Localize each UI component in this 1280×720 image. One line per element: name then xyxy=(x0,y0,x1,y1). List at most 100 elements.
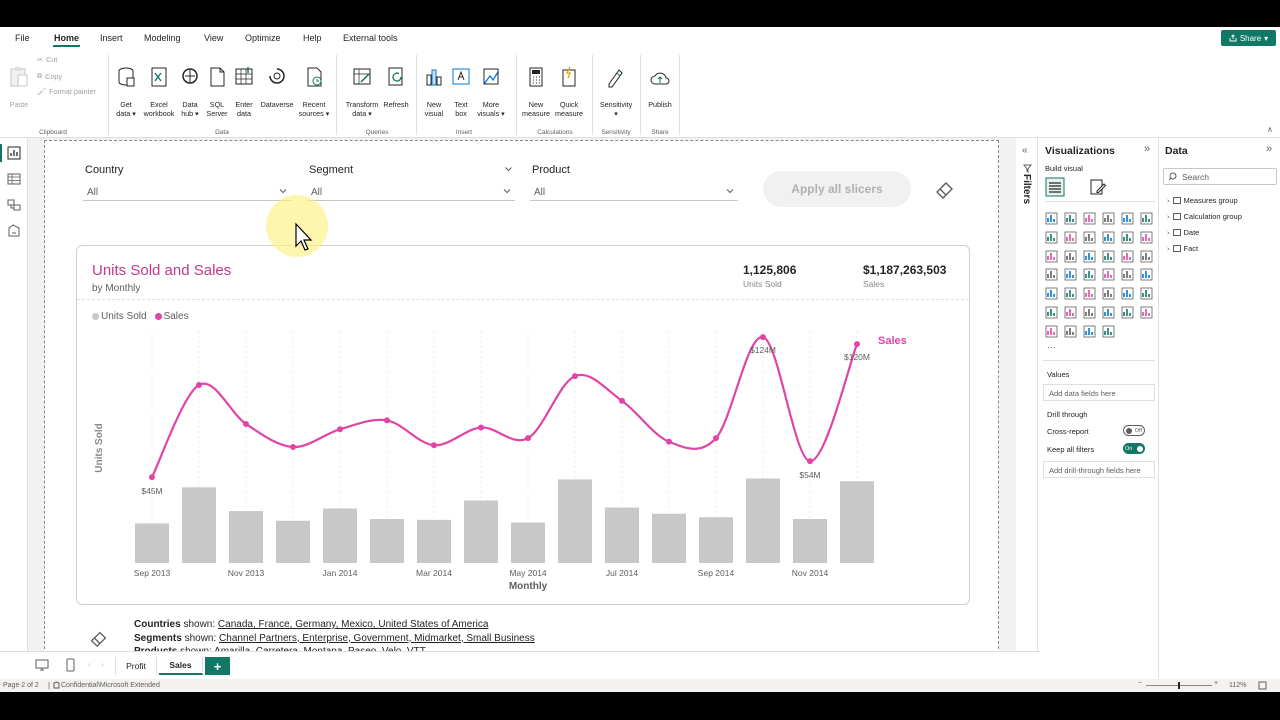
stacked-area-visual-icon[interactable] xyxy=(1083,231,1096,244)
clustered-bar-visual-icon[interactable] xyxy=(1083,212,1096,225)
mobile-layout-icon[interactable] xyxy=(66,658,75,672)
r-visual-visual-icon[interactable] xyxy=(1140,287,1153,300)
treemap-visual-icon[interactable] xyxy=(1140,250,1153,263)
zoom-in-icon[interactable]: + xyxy=(1214,680,1219,687)
menu-insert[interactable]: Insert xyxy=(100,33,123,43)
report-view-icon[interactable] xyxy=(7,146,21,160)
countries-list[interactable]: Canada, France, Germany, Mexico, United … xyxy=(217,619,489,630)
recent-sources-button[interactable]: Recent sources ▾ xyxy=(296,57,332,118)
ribbon-visual-icon[interactable] xyxy=(1102,231,1115,244)
legend-item-sales[interactable]: Sales xyxy=(154,311,189,322)
menu-home[interactable]: Home xyxy=(54,33,80,43)
python-visual-icon[interactable] xyxy=(1045,306,1058,319)
tree-item-date[interactable]: › Date xyxy=(1167,228,1199,237)
menu-modeling[interactable]: Modeling xyxy=(144,33,181,43)
scatter-visual-icon[interactable] xyxy=(1045,250,1058,263)
cut-button[interactable]: ✂ Cut xyxy=(37,55,57,64)
copy-button[interactable]: ⧉ Copy xyxy=(37,71,62,81)
combo-chart[interactable]: $45M $124M $54M $120M Sales Sep 2013 Nov 2013 J… xyxy=(77,246,969,604)
keep-all-filters-toggle[interactable]: On xyxy=(1123,443,1145,454)
add-page-button[interactable]: + xyxy=(205,657,230,675)
fit-to-page-icon[interactable] xyxy=(1258,681,1267,690)
paginated-visual-icon[interactable] xyxy=(1140,306,1153,319)
shape-map-visual-icon[interactable] xyxy=(1083,268,1096,281)
power-apps-visual-icon[interactable] xyxy=(1064,325,1077,338)
dax-query-view-icon[interactable] xyxy=(7,224,21,238)
donut-visual-icon[interactable] xyxy=(1121,250,1134,263)
slicer-visual-icon[interactable] xyxy=(1083,287,1096,300)
pie-visual-icon[interactable] xyxy=(1102,250,1115,263)
collapse-pane-icon[interactable]: » xyxy=(1144,143,1151,155)
enter-data-button[interactable]: Enter data xyxy=(231,57,257,118)
metrics-visual-icon[interactable] xyxy=(1045,325,1058,338)
tab-sales[interactable]: Sales xyxy=(159,657,203,675)
ribbon-collapse-icon[interactable]: ∧ xyxy=(1267,125,1273,134)
line-visual-icon[interactable] xyxy=(1045,231,1058,244)
kpi-visual-icon[interactable] xyxy=(1064,287,1077,300)
table-view-icon[interactable] xyxy=(7,172,21,186)
menu-help[interactable]: Help xyxy=(303,33,322,43)
cross-report-toggle[interactable]: Off xyxy=(1123,425,1145,436)
refresh-button[interactable]: Refresh xyxy=(381,57,411,109)
line-column-visual-icon[interactable] xyxy=(1140,231,1153,244)
more-visuals-button[interactable]: More visuals ▾ xyxy=(474,57,508,118)
transform-data-button[interactable]: Transform data ▾ xyxy=(342,57,382,118)
funnel-visual-icon[interactable] xyxy=(1064,250,1077,263)
text-box-button[interactable]: Text box xyxy=(448,57,474,118)
map-visual-icon[interactable] xyxy=(1045,268,1058,281)
qa-visual-icon[interactable] xyxy=(1102,306,1115,319)
paste-button[interactable]: Paste xyxy=(6,57,32,109)
data-search-input[interactable]: Search xyxy=(1163,168,1277,185)
prev-page-icon[interactable]: ‹ xyxy=(88,660,91,669)
azure-map-visual-icon[interactable] xyxy=(1102,268,1115,281)
area-visual-icon[interactable] xyxy=(1064,231,1077,244)
zoom-slider-thumb[interactable] xyxy=(1178,682,1180,689)
table-visual-icon[interactable] xyxy=(1102,287,1115,300)
model-view-icon[interactable] xyxy=(7,198,21,212)
100-column-visual-icon[interactable] xyxy=(1140,212,1153,225)
expand-filters-icon[interactable]: « xyxy=(1022,145,1028,156)
product-slicer-dropdown[interactable]: All xyxy=(530,183,738,201)
format-visual-icon[interactable] xyxy=(1089,178,1107,196)
multi-card-visual-icon[interactable] xyxy=(1045,287,1058,300)
chevron-down-icon[interactable] xyxy=(504,165,513,173)
publish-button[interactable]: Publish xyxy=(644,57,676,109)
menu-optimize[interactable]: Optimize xyxy=(245,33,281,43)
format-painter-button[interactable]: 🖌 Format painter xyxy=(37,87,96,96)
values-field-well[interactable]: Add data fields here xyxy=(1043,384,1155,401)
more-visual-icon[interactable] xyxy=(1102,325,1115,338)
dataverse-button[interactable]: Dataverse xyxy=(257,57,297,109)
menu-external-tools[interactable]: External tools xyxy=(343,33,398,43)
apply-all-slicers-button[interactable]: Apply all slicers xyxy=(763,171,911,207)
tree-item-fact[interactable]: › Fact xyxy=(1167,244,1198,253)
100-bar-visual-icon[interactable] xyxy=(1121,212,1134,225)
units-sales-chart-card[interactable]: Units Sold and Sales by Monthly 1,125,80… xyxy=(76,245,970,605)
share-button[interactable]: Share ▾ xyxy=(1221,30,1276,46)
next-page-icon[interactable]: › xyxy=(101,660,104,669)
matrix-visual-icon[interactable] xyxy=(1121,287,1134,300)
clustered-column-visual-icon[interactable] xyxy=(1102,212,1115,225)
gauge-visual-icon[interactable] xyxy=(1121,268,1134,281)
power-automate-visual-icon[interactable] xyxy=(1083,325,1096,338)
filled-map-visual-icon[interactable] xyxy=(1064,268,1077,281)
zoom-out-icon[interactable]: − xyxy=(1138,680,1143,687)
new-visual-button[interactable]: New visual xyxy=(420,57,448,118)
new-measure-button[interactable]: New measure xyxy=(519,57,553,118)
smart-narrative-visual-icon[interactable] xyxy=(1121,306,1134,319)
sensitivity-button[interactable]: Sensitivity ▾ xyxy=(595,57,637,118)
card-visual-icon[interactable] xyxy=(1140,268,1153,281)
tree-item-calculation-group[interactable]: › Calculation group xyxy=(1167,212,1242,221)
menu-file[interactable]: File xyxy=(15,33,30,43)
eraser-icon[interactable] xyxy=(88,627,110,649)
filters-pane[interactable]: « Filters xyxy=(1016,138,1038,678)
sensitivity-status[interactable]: Confidential\Microsoft Extended xyxy=(61,682,160,689)
waterfall-visual-icon[interactable] xyxy=(1121,231,1134,244)
segment-slicer-dropdown[interactable]: All xyxy=(307,183,515,201)
key-influencers-visual-icon[interactable] xyxy=(1064,306,1077,319)
clear-slicers-eraser-icon[interactable] xyxy=(933,177,957,201)
stacked-bar-visual-icon[interactable] xyxy=(1045,212,1058,225)
collapse-pane-icon[interactable]: » xyxy=(1266,143,1273,155)
legend-item-units-sold[interactable]: Units Sold xyxy=(92,311,147,322)
stacked-column-visual-icon[interactable] xyxy=(1064,212,1077,225)
country-slicer-dropdown[interactable]: All xyxy=(83,183,291,201)
